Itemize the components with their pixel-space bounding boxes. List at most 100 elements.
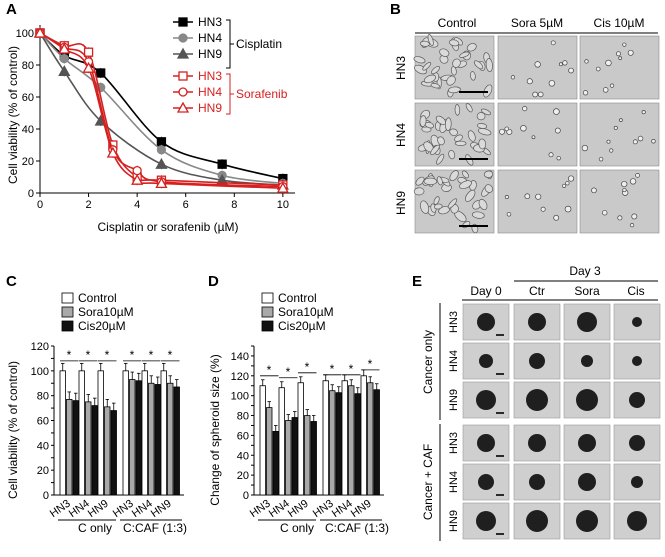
panel-a-sorafenib-hn3-legend-marker: [178, 71, 188, 81]
panel-e-image-r2-c1-spheroid: [479, 354, 493, 368]
panel-b-image-r3-c2-cell: [567, 175, 575, 182]
panel-d-bar-cis20m-4: [335, 392, 342, 496]
panel-d-ytick-label: 20: [237, 470, 249, 482]
panel-c-bar-cis20m-3: [110, 410, 117, 496]
panel-b-image-r3-c1-cell: [459, 180, 472, 190]
panel-c-legend-swatch-1: [61, 292, 74, 304]
panel-b-image-r1-c1-cell: [431, 66, 440, 75]
panel-e-row-label-2: HN4: [448, 350, 460, 372]
panel-b-image-r3-c1-cell: [436, 176, 443, 186]
panel-a-cisplatin-hn3-legend-label: HN3: [198, 15, 222, 29]
panel-a-sorafenib-hn3-point: [83, 47, 94, 57]
panel-b-image-r1-c1-cell: [452, 58, 461, 68]
panel-a-xtick-label: 2: [86, 199, 92, 211]
panel-a-ytick-label: 60: [22, 92, 34, 104]
panel-c-letter: C: [6, 273, 17, 290]
panel-c-ytick-label: 60: [37, 416, 49, 428]
panel-d-bar-sora10m-3: [304, 415, 311, 496]
panel-b-image-r1-c3-cell: [605, 59, 612, 67]
panel-d-ytick-label: 120: [231, 371, 249, 383]
panel-d-legend-swatch-2: [261, 306, 274, 318]
panel-d-bar-sora10m-2: [285, 420, 292, 496]
panel-b-image-r3-c3-cell: [635, 172, 640, 178]
panel-b-image-r2-c2-cell: [548, 152, 554, 158]
legend-group-cisplatin: Cisplatin: [236, 37, 282, 51]
panel-e-row-label-3: HN9: [448, 389, 460, 411]
panel-b-image-r3-c3-cell: [591, 187, 597, 194]
panel-b-image-r3-c1-cell: [483, 170, 494, 178]
panel-c-significance-star: *: [86, 348, 91, 362]
panel-b-image-r3-c1-cell: [415, 176, 425, 186]
panel-b-col-control: Control: [438, 16, 477, 30]
sorafenib-bracket: [226, 73, 234, 115]
panel-c-ytick-label: 0: [43, 490, 49, 502]
panel-d-bar-sora10m-4: [329, 390, 336, 496]
panel-b-image-r2-c3-cell: [651, 139, 656, 144]
panel-b-image-r2-c3-cell: [606, 139, 611, 144]
panel-d-legend-label-3: Cis20µM: [278, 319, 326, 333]
panel-e-image-r6-c4-spheroid: [627, 511, 647, 531]
panel-d-legend-swatch-3: [261, 320, 274, 332]
panel-b-row-hn9: HN9: [394, 191, 408, 215]
panel-b-image-r1-c1-cell: [466, 43, 477, 52]
panel-c-bar-control-6: [160, 370, 167, 496]
panel-b-image-r2-c1-cell: [454, 134, 463, 142]
panel-c-bar-sora10m-3: [104, 406, 111, 496]
panel-b-row-hn4: HN4: [394, 123, 408, 147]
panel-b-image-r1-c3-cell: [602, 87, 609, 93]
panel-a-legend: HN3 HN4 HN9 HN3 HN4 HN9 Cisplatin Sorafenib: [173, 15, 288, 115]
panel-b-image-r2-c3: [579, 102, 660, 167]
panel-a-cisplatin-hn9-legend-label: HN9: [198, 47, 222, 61]
panel-b-image-r2-c3-cell: [641, 110, 646, 115]
panel-e-col-day0: Day 0: [470, 284, 502, 298]
panel-c-ytick-label: 100: [31, 366, 49, 378]
panel-c-ytick-label: 120: [31, 341, 49, 353]
panel-a-cisplatin-hn3-point: [96, 68, 106, 78]
panel-b-image-r1-c1-cell: [423, 74, 437, 84]
panel-d-ytick-label: 100: [231, 391, 249, 403]
panel-b-image-r2-c1-cell: [454, 104, 461, 116]
panel-a-cisplatin-hn3-point: [156, 137, 167, 147]
panel-e-row-label-1: HN3: [448, 311, 460, 333]
panel-b-image-r1-c1-cell: [459, 51, 470, 58]
panel-e-group-cancer-only: Cancer only: [421, 330, 435, 394]
panel-b-image-r1-c2-cell: [550, 40, 556, 46]
panel-d-category-label: HN9: [349, 498, 374, 520]
panel-b-image-r2-c1-cell: [448, 150, 456, 160]
panel-d-ytick-label: 60: [237, 430, 249, 442]
panel-b-image-r3-c1-cell: [471, 211, 485, 219]
panel-a-xtick-label: 8: [231, 199, 237, 211]
panel-d-bar-sora10m-5: [348, 385, 355, 496]
panel-c-bar-sora10m-1: [66, 398, 73, 496]
panel-c-category-label: HN9: [149, 498, 174, 520]
panel-d-bar-control-2: [278, 387, 285, 496]
panel-b-image-r1-c1-cell: [483, 84, 493, 98]
panel-e-col-sora: Sora: [574, 284, 600, 298]
panel-c-ytick-label: 40: [37, 440, 49, 452]
panel-a-cisplatin-hn3-point: [217, 159, 227, 169]
panel-a-cisplatin-hn3-legend-marker: [178, 17, 188, 27]
panel-a-ylabel: Cell viability (% of control): [6, 46, 20, 184]
panel-e-spheroids: Day 3 Day 0 Ctr Sora Cis Cancer only Can…: [421, 264, 661, 541]
panel-b-image-r1-c1-cell: [439, 48, 450, 57]
panel-d-bar-chart: Change of spheroid size (%) ControlSora1…: [208, 291, 389, 535]
panel-b-image-r2-c2-cell: [531, 135, 536, 140]
panel-b-image-r3-c3-cell: [617, 215, 623, 221]
panel-b-image-r2-c1-cell: [445, 117, 452, 131]
panel-e-image-r4-c2-spheroid: [528, 434, 546, 452]
panel-a-sorafenib-hn9-legend-label: HN9: [198, 101, 222, 115]
panel-b-image-r1-c2-cell: [558, 62, 563, 67]
panel-e-image-r6-c3: [563, 502, 611, 540]
panel-b-image-r2-c3-cell: [632, 139, 638, 145]
panel-d-letter: D: [208, 273, 219, 290]
panel-b-image-r1-c3-cell: [622, 42, 627, 47]
panel-b-image-r3-c2-cell: [561, 183, 567, 188]
panel-c-significance-star: *: [105, 348, 110, 362]
panel-a-line-chart: Cell viability (% of control) Cisplatin …: [6, 15, 295, 234]
panel-b-image-r1-c2-cell: [510, 75, 516, 80]
panel-b-image-r1-c3-cell: [584, 59, 589, 64]
panel-d-group-ccaf: C:CAF (1:3): [325, 521, 389, 535]
panel-b-image-r3-c1-cell: [449, 170, 459, 182]
panel-a-ytick-label: 20: [22, 156, 34, 168]
panel-c-bar-cis20m-2: [91, 405, 98, 496]
